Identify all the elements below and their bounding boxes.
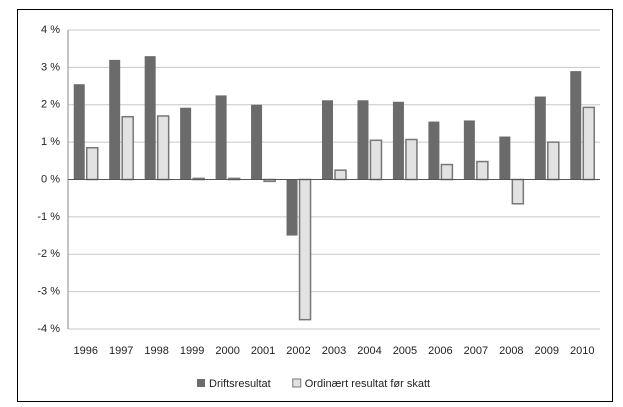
bar: [511, 178, 525, 205]
bar: [251, 104, 263, 180]
x-tick-label: 2005: [393, 345, 417, 357]
y-tick-label: 0 %: [41, 173, 60, 185]
x-tick-label: 1996: [73, 345, 97, 357]
bar: [144, 56, 156, 180]
x-tick-label: 1997: [109, 345, 133, 357]
x-tick-label: 2002: [286, 345, 310, 357]
legend-swatch: [197, 379, 205, 387]
chart-frame: [17, 9, 613, 402]
bar: [156, 115, 170, 181]
bar: [85, 146, 99, 181]
bar: [180, 107, 192, 180]
x-tick-label: 2007: [464, 345, 488, 357]
legend-label: Driftsresultat: [209, 378, 271, 390]
bar: [322, 100, 333, 180]
bar: [547, 141, 560, 181]
x-tick-label: 2008: [499, 345, 523, 357]
x-tick-label: 1998: [144, 345, 168, 357]
y-tick-label: 1 %: [41, 136, 60, 148]
bar: [463, 120, 475, 180]
bar: [570, 71, 582, 180]
bar: [428, 121, 440, 180]
bar: [73, 84, 85, 180]
bar: [298, 178, 312, 321]
x-tick-label: 2004: [357, 345, 381, 357]
x-tick-label: 2006: [428, 345, 452, 357]
x-tick-label: 2010: [570, 345, 594, 357]
y-tick-label: -3 %: [37, 286, 60, 298]
bar: [286, 179, 298, 236]
y-tick-label: -1 %: [37, 211, 60, 223]
bar: [334, 169, 347, 181]
x-tick-label: 1999: [180, 345, 204, 357]
bar: [357, 100, 369, 180]
bar: [582, 106, 596, 181]
bar: [534, 96, 546, 180]
bar: [405, 138, 418, 181]
bar: [109, 59, 121, 180]
y-tick-label: 3 %: [41, 61, 60, 73]
bar: [499, 136, 511, 180]
y-tick-label: 4 %: [41, 24, 60, 36]
y-tick-label: -2 %: [37, 248, 60, 260]
bar: [392, 101, 404, 180]
bar: [440, 163, 454, 181]
bar: [369, 139, 383, 181]
x-tick-label: 2000: [215, 345, 239, 357]
x-tick-label: 2009: [535, 345, 559, 357]
x-tick-label: 2003: [322, 345, 346, 357]
legend-label: Ordinært resultat før skatt: [305, 378, 430, 390]
bar: [121, 115, 134, 181]
legend-swatch: [292, 378, 302, 388]
y-tick-label: 2 %: [41, 99, 60, 111]
bar: [476, 160, 489, 181]
bar: [215, 95, 227, 180]
x-tick-label: 2001: [251, 345, 275, 357]
y-tick-label: -4 %: [37, 323, 60, 335]
